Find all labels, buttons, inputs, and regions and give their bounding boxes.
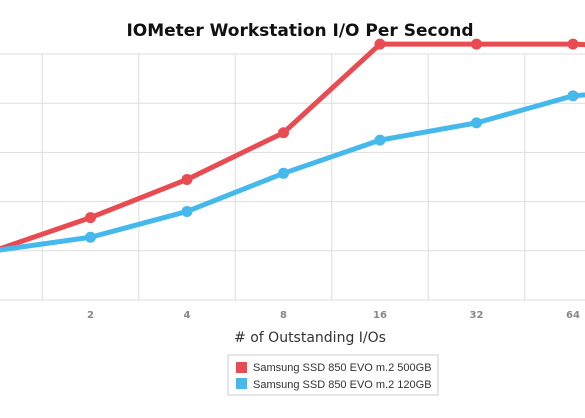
data-point-1[interactable] [85, 231, 96, 243]
legend: Samsung SSD 850 EVO m.2 500GB Samsung SS… [227, 354, 439, 396]
series-line-0 [0, 41, 585, 252]
data-point-1[interactable] [278, 167, 289, 179]
data-point-1[interactable] [567, 90, 579, 102]
series-line-1 [0, 92, 585, 253]
x-tick-label: 2 [87, 310, 94, 321]
chart-title: IOMeter Workstation I/O Per Second [126, 21, 473, 41]
x-tick-label: 8 [280, 310, 287, 321]
legend-label-500gb[interactable]: Samsung SSD 850 EVO m.2 500GB [253, 362, 432, 374]
legend-label-120gb[interactable]: Samsung SSD 850 EVO m.2 120GB [253, 379, 432, 391]
data-point-1[interactable] [374, 134, 386, 146]
x-axis-ticks: 2 4 8 16 32 64 [87, 310, 580, 321]
x-axis-label: # of Outstanding I/Os [234, 330, 386, 346]
legend-box [227, 354, 439, 396]
legend-swatch-500gb[interactable] [236, 362, 247, 373]
data-point-0[interactable] [567, 38, 579, 50]
data-point-0[interactable] [181, 173, 193, 185]
data-point-1[interactable] [181, 205, 193, 217]
data-point-1[interactable] [471, 117, 482, 129]
data-point-0[interactable] [374, 38, 386, 50]
x-tick-label: 64 [566, 310, 580, 321]
x-tick-label: 16 [373, 310, 387, 321]
data-point-0[interactable] [85, 212, 96, 224]
series [0, 38, 585, 253]
data-point-0[interactable] [278, 127, 289, 139]
x-tick-label: 32 [470, 310, 484, 321]
gridlines [0, 53, 585, 301]
legend-swatch-120gb[interactable] [236, 378, 247, 389]
data-point-0[interactable] [471, 38, 482, 50]
x-tick-label: 4 [184, 310, 191, 321]
